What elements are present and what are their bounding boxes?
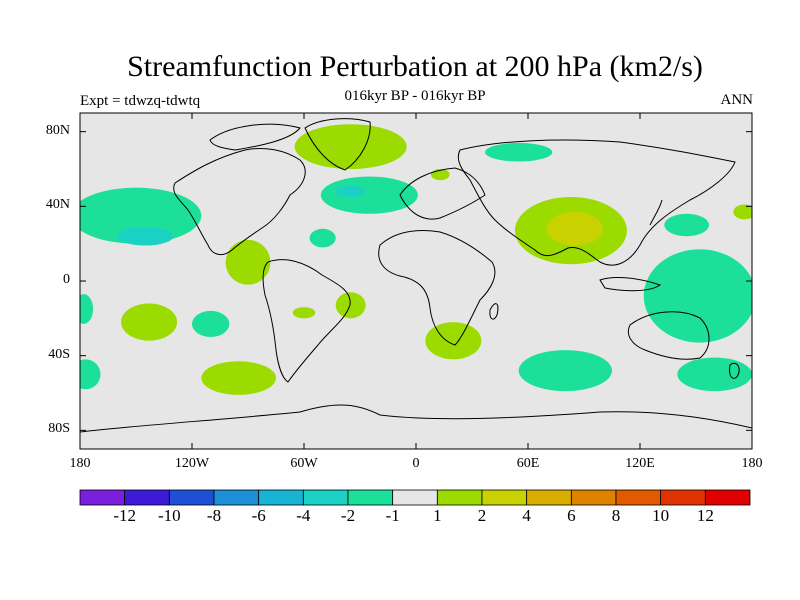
anomaly-region-arctic-greenland bbox=[294, 124, 407, 169]
anomaly-region-brazil bbox=[335, 292, 366, 319]
y-tick-label: 40N bbox=[45, 197, 70, 213]
coastline-australia bbox=[627, 311, 710, 360]
coastlines bbox=[80, 118, 752, 433]
colorbar-swatch bbox=[570, 489, 617, 506]
chart-subtitle: 016kyr BP - 016kyr BP bbox=[344, 88, 486, 104]
colorbar-label: -6 bbox=[251, 506, 266, 525]
anomaly-region-scandinavia bbox=[485, 142, 553, 162]
colorbar-swatch bbox=[526, 489, 572, 506]
coastline-africa bbox=[378, 230, 496, 346]
anomaly-region-south-pacific-central bbox=[192, 310, 230, 337]
colorbar-label: 10 bbox=[652, 506, 670, 525]
colorbar bbox=[79, 489, 751, 506]
colorbar-swatch bbox=[392, 489, 438, 506]
colorbar-label: 6 bbox=[567, 506, 576, 525]
colorbar-swatch bbox=[347, 489, 394, 506]
x-tick-label: 120E bbox=[625, 456, 655, 471]
colorbar-swatch bbox=[258, 489, 304, 506]
x-tick-label: 60W bbox=[290, 456, 318, 471]
coastline-antarctica bbox=[80, 404, 752, 433]
anomaly-region-south-africa bbox=[425, 322, 482, 360]
anomaly-region-east-asia-40n bbox=[733, 204, 752, 220]
colorbar-swatch bbox=[302, 489, 349, 506]
x-tick-label: 120W bbox=[174, 456, 210, 471]
coastline-japan bbox=[649, 199, 663, 226]
colorbar-label: -4 bbox=[296, 506, 311, 525]
anomaly-region-central-america bbox=[225, 239, 271, 285]
y-tick-label: 40S bbox=[48, 346, 70, 362]
anomaly-region-east-pacific-20s bbox=[80, 294, 94, 324]
colorbar-label: -10 bbox=[157, 506, 181, 525]
colorbar-swatch bbox=[168, 489, 215, 506]
anomaly-region-central-atlantic bbox=[309, 228, 336, 248]
colorbar-swatch bbox=[436, 489, 483, 506]
x-tick-label: 180 bbox=[69, 456, 91, 471]
axis-ticks bbox=[79, 113, 753, 449]
colorbar-label: -2 bbox=[340, 506, 356, 525]
colorbar-label: -1 bbox=[385, 506, 400, 525]
colorbar-label: 1 bbox=[433, 506, 442, 525]
anomaly-region-australia-south bbox=[677, 357, 752, 392]
anomaly-region-south-atlantic-small bbox=[292, 307, 316, 319]
y-tick-label: 80S bbox=[48, 421, 70, 437]
chart-title: Streamfunction Perturbation at 200 hPa (… bbox=[127, 50, 703, 83]
y-tick-label: 80N bbox=[45, 122, 70, 138]
coastline-europe bbox=[399, 167, 486, 220]
coastline-maritime-continent bbox=[599, 277, 662, 292]
colorbar-swatch bbox=[213, 489, 260, 506]
season-label: ANN bbox=[720, 92, 754, 108]
coastline-north-america bbox=[173, 147, 306, 256]
coastline-greenland bbox=[304, 118, 371, 171]
colorbar-label: 12 bbox=[696, 506, 714, 525]
anomaly-region-north-atlantic-core bbox=[335, 185, 366, 197]
colorbar-label: 8 bbox=[611, 506, 621, 525]
anomaly-region-south-pacific-west bbox=[80, 359, 101, 390]
map-background bbox=[80, 113, 752, 449]
colorbar-swatch bbox=[615, 489, 662, 506]
x-tick-label: 0 bbox=[412, 456, 420, 471]
anomaly-region-north-pacific-core bbox=[117, 226, 174, 246]
experiment-label: Expt = tdwzq-tdwtq bbox=[80, 93, 201, 109]
anomaly-region-west-pacific-30n bbox=[664, 213, 710, 237]
anomaly-region-north-atlantic bbox=[320, 176, 418, 214]
colorbar-swatch bbox=[481, 489, 528, 506]
coastline-madagascar bbox=[489, 303, 499, 320]
anomaly-region-tibet-core bbox=[546, 211, 603, 246]
anomaly-regions bbox=[80, 124, 752, 395]
colorbar-label: -12 bbox=[113, 506, 136, 525]
anomaly-region-north-pacific bbox=[80, 187, 202, 244]
colorbar-label: 2 bbox=[477, 506, 487, 525]
x-tick-label: 180 bbox=[741, 456, 763, 471]
colorbar-swatch bbox=[660, 489, 706, 506]
colorbar-swatch bbox=[79, 489, 126, 506]
anomaly-region-tropical-west-pacific bbox=[643, 249, 752, 343]
colorbar-label: -8 bbox=[206, 506, 222, 525]
colorbar-label: 4 bbox=[522, 506, 531, 525]
coastline-arctic-islands bbox=[209, 123, 301, 151]
coastline-asia bbox=[457, 139, 736, 266]
colorbar-swatch bbox=[704, 489, 751, 506]
x-tick-label: 60E bbox=[516, 456, 540, 471]
colorbar-swatch bbox=[124, 489, 170, 506]
anomaly-region-south-pacific-east bbox=[121, 303, 178, 341]
anomaly-region-indian-ocean-50s bbox=[518, 350, 612, 392]
coastline-south-america bbox=[262, 259, 351, 383]
anomaly-region-south-pacific-40s bbox=[201, 361, 276, 395]
coastline-new-zealand bbox=[729, 362, 740, 379]
y-tick-label: 0 bbox=[63, 272, 70, 287]
